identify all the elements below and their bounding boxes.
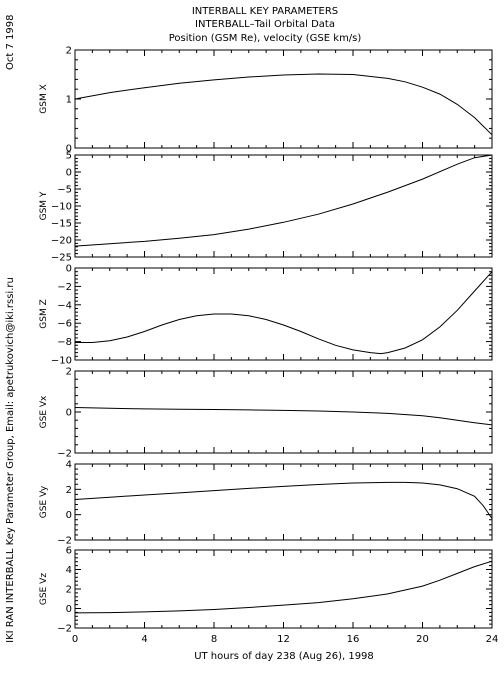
panel-frame-2 (74, 267, 493, 361)
y-axis-label-0: GSM X (39, 84, 49, 113)
y-tick-label-1-2: −15 (51, 219, 72, 230)
series-line-2 (75, 271, 493, 355)
panel-frame-0 (74, 49, 493, 149)
y-tick-label-2-0: −10 (51, 356, 72, 367)
y-tick-label-4-1: 0 (66, 510, 72, 521)
y-axis-label-3: GSE Vx (39, 395, 49, 428)
x-tick-label-6: 24 (486, 634, 499, 645)
y-tick-label-3-0: −2 (57, 449, 72, 460)
y-tick-label-2-5: 0 (66, 264, 72, 275)
y-tick-label-0-2: 2 (66, 46, 72, 57)
panel-frame-5 (74, 549, 493, 629)
series-line-4 (74, 481, 493, 519)
series-line-3 (74, 407, 493, 426)
y-tick-label-2-1: −8 (57, 337, 72, 348)
series-line-5 (74, 560, 493, 614)
figure-subtitle: INTERBALL–Tail Orbital Data (195, 19, 335, 30)
figure-title: INTERBALL KEY PARAMETERS (192, 6, 338, 17)
panel-frame-3 (74, 370, 493, 454)
y-tick-label-5-3: 4 (66, 565, 72, 576)
y-tick-label-5-1: 0 (66, 604, 72, 615)
y-tick-label-1-1: −20 (51, 236, 72, 247)
y-tick-label-1-6: 5 (66, 151, 72, 162)
y-tick-label-4-2: 2 (66, 485, 72, 496)
credit-line: IKI RAN INTERBALL Key Parameter Group, E… (5, 277, 16, 643)
y-tick-label-5-0: −2 (57, 624, 72, 635)
y-tick-label-0-0: 0 (66, 144, 72, 155)
x-axis-label: UT hours of day 238 (Aug 26), 1998 (194, 651, 374, 662)
y-tick-label-5-4: 6 (66, 546, 72, 557)
y-axis-label-1: GSM Y (39, 191, 49, 220)
y-tick-label-4-3: 4 (66, 460, 72, 471)
y-axis-label-2: GSM Z (39, 299, 49, 328)
x-tick-label-1: 4 (141, 634, 147, 645)
y-tick-label-2-3: −4 (57, 300, 72, 311)
y-axis-label-5: GSE Vz (39, 573, 49, 605)
y-tick-label-3-2: 2 (66, 367, 72, 378)
y-tick-label-1-0: −25 (51, 253, 72, 264)
y-tick-label-0-1: 1 (66, 95, 72, 106)
y-tick-label-5-2: 2 (66, 585, 72, 596)
y-tick-label-2-2: −6 (57, 319, 72, 330)
figure-subtitle-units: Position (GSM Re), velocity (GSE km/s) (169, 33, 362, 44)
y-tick-label-1-5: 0 (66, 168, 72, 179)
y-tick-label-1-3: −10 (51, 202, 72, 213)
y-tick-label-4-0: −2 (57, 536, 72, 547)
series-line-1 (74, 154, 493, 247)
x-tick-label-4: 16 (347, 634, 360, 645)
y-axis-label-4: GSE Vy (39, 485, 49, 518)
x-tick-label-5: 20 (416, 634, 429, 645)
x-tick-label-0: 0 (72, 634, 78, 645)
plot-date: Oct 7 1998 (5, 15, 16, 70)
x-tick-label-3: 12 (277, 634, 290, 645)
y-tick-label-1-4: −5 (57, 185, 72, 196)
y-tick-label-3-1: 0 (66, 408, 72, 419)
y-tick-label-2-4: −2 (57, 282, 72, 293)
series-line-0 (74, 73, 493, 136)
panel-frame-4 (74, 463, 493, 541)
x-tick-label-2: 8 (211, 634, 217, 645)
